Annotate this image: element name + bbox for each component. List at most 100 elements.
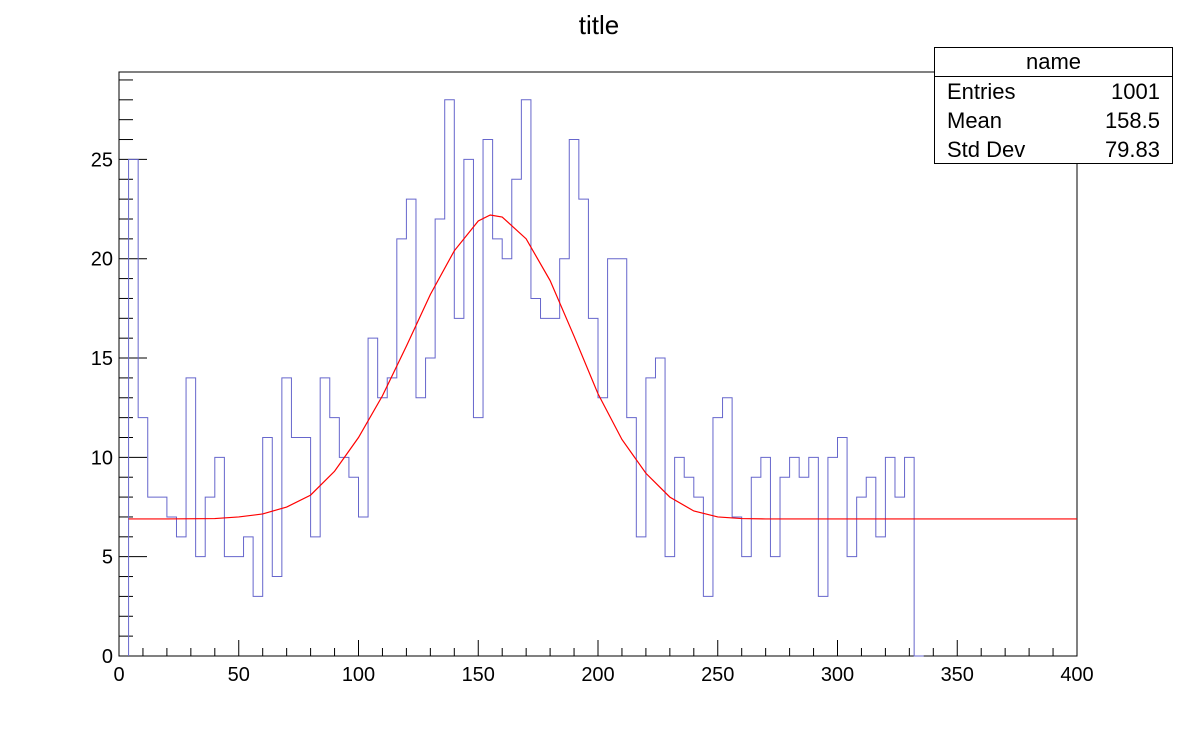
histogram-bin <box>205 497 215 656</box>
histogram-bin <box>866 477 876 656</box>
histogram-bin <box>885 457 895 656</box>
histogram-bin <box>176 537 186 656</box>
histogram-bin <box>895 497 905 656</box>
histogram-bin <box>464 159 474 656</box>
histogram-bin <box>617 259 627 656</box>
histogram-bin <box>550 318 560 656</box>
histogram-bin <box>636 537 646 656</box>
histogram-bin <box>426 358 436 656</box>
histogram-bin <box>905 457 915 656</box>
x-tick-label: 200 <box>581 664 614 686</box>
histogram-bin <box>483 140 493 656</box>
histogram-bin <box>349 477 359 656</box>
histogram-bin <box>713 418 723 656</box>
histogram-bin <box>253 596 263 656</box>
histogram-bin <box>694 497 704 656</box>
histogram-bin <box>454 318 464 656</box>
stats-value: 1001 <box>1111 79 1160 104</box>
histogram-bin <box>569 140 579 656</box>
histogram-bin <box>857 497 867 656</box>
y-tick-label: 25 <box>91 149 113 171</box>
histogram-bin <box>311 537 321 656</box>
histogram-bin <box>148 497 158 656</box>
histogram-bin <box>301 437 311 656</box>
fit-curve <box>128 214 1077 520</box>
histogram-bin <box>799 477 809 656</box>
histogram-bin <box>378 398 388 656</box>
stats-box: name Entries 1001 Mean 158.5 Std Dev 79.… <box>934 47 1173 164</box>
x-tick-label: 150 <box>462 664 495 686</box>
histogram-bin <box>588 318 598 656</box>
histogram-bin <box>818 596 828 656</box>
histogram-bin <box>129 159 139 656</box>
histogram-bin <box>684 477 694 656</box>
histogram-bin <box>541 318 551 656</box>
y-axis: 0 5 10 15 20 25 <box>91 79 147 668</box>
chart-title: title <box>579 10 619 40</box>
histogram-bin <box>780 477 790 656</box>
stats-row-mean: Mean 158.5 <box>935 106 1172 135</box>
stats-row-entries: Entries 1001 <box>935 77 1172 106</box>
histogram-bin <box>761 457 771 656</box>
histogram-bin <box>876 537 886 656</box>
stats-label: Mean <box>947 108 1003 133</box>
histogram-bin <box>291 437 301 656</box>
y-tick-label: 10 <box>91 447 113 469</box>
histogram-bin <box>359 517 369 656</box>
x-tick-label: 0 <box>113 664 124 686</box>
histogram-bin <box>742 557 752 656</box>
histogram-bin <box>579 199 589 656</box>
x-tick-label: 300 <box>821 664 854 686</box>
histogram-bin <box>502 259 512 656</box>
histogram-bin <box>435 219 445 656</box>
histogram-bin <box>224 557 234 656</box>
histogram-bin <box>387 378 397 656</box>
histogram-bin <box>445 100 455 656</box>
histogram-bin <box>838 437 848 656</box>
stats-value: 79.83 <box>1104 137 1160 162</box>
histogram-bin <box>751 477 761 656</box>
histogram-bin <box>646 378 656 656</box>
histogram-bin <box>675 457 685 656</box>
histogram-bin <box>608 259 618 656</box>
y-tick-label: 20 <box>91 249 113 271</box>
histogram-bin <box>473 418 483 656</box>
histogram-bin <box>723 398 733 656</box>
x-axis: 0 50 100 150 200 250 300 350 400 <box>113 640 1094 686</box>
histogram-bin <box>493 239 503 656</box>
histogram-bin <box>406 199 416 656</box>
histogram-bin <box>215 457 225 656</box>
histogram-bin <box>263 437 273 656</box>
histogram-bins <box>129 100 915 656</box>
x-tick-label: 350 <box>941 664 974 686</box>
histogram-bin <box>560 259 570 656</box>
histogram-bin <box>138 418 148 656</box>
y-tick-label: 0 <box>102 646 113 668</box>
histogram-bin <box>330 418 340 656</box>
histogram-bin <box>339 457 349 656</box>
histogram-bin <box>397 239 407 656</box>
histogram-bin <box>521 100 531 656</box>
x-tick-label: 50 <box>228 664 250 686</box>
histogram-bin <box>512 179 522 656</box>
histogram-bin <box>598 398 608 656</box>
histogram-bin <box>157 497 167 656</box>
y-tick-label: 15 <box>91 348 113 370</box>
stats-label: Entries <box>947 79 1016 104</box>
histogram-bin <box>272 577 282 656</box>
histogram-bin <box>320 378 330 656</box>
histogram-bin <box>770 557 780 656</box>
x-tick-label: 400 <box>1060 664 1093 686</box>
histogram-bin <box>809 457 819 656</box>
histogram-bin <box>531 298 541 656</box>
stats-row-stddev: Std Dev 79.83 <box>935 135 1172 164</box>
histogram-bin <box>732 517 742 656</box>
histogram-bin <box>416 398 426 656</box>
histogram-bin <box>244 537 254 656</box>
histogram-bin <box>790 457 800 656</box>
histogram-bin <box>665 557 675 656</box>
stats-title: name <box>935 48 1172 77</box>
x-tick-label: 100 <box>342 664 375 686</box>
histogram-bin <box>828 457 838 656</box>
histogram-bin <box>282 378 292 656</box>
